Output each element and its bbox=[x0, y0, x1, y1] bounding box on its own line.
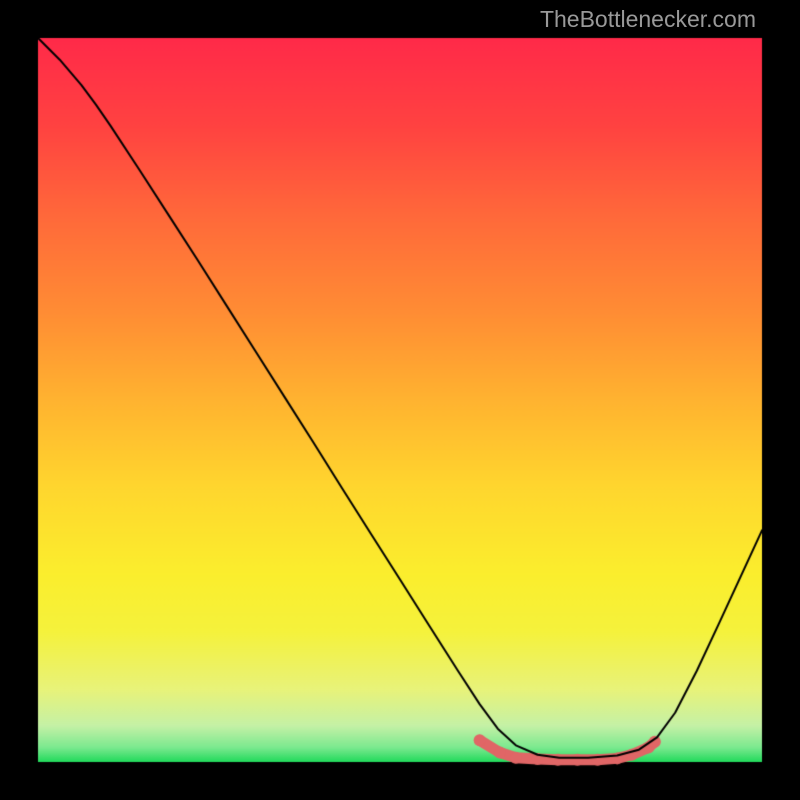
bottleneck-chart-canvas bbox=[0, 0, 800, 800]
